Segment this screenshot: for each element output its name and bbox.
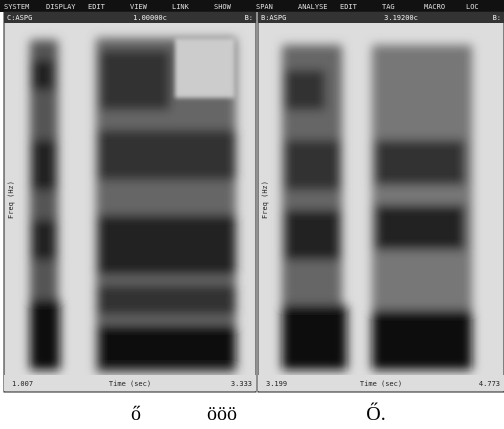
right-footer: [258, 375, 504, 391]
menu-item: DISPLAY: [46, 3, 76, 11]
menu: SYSTEM DISPLAY EDIT VIEW LINK SHOW SPAN ANALYSE…: [4, 3, 479, 11]
right-spectrogram: [282, 45, 472, 370]
x-end: 4.773: [479, 380, 500, 388]
panel-labels: C:ASPG 1.00000c B: Freq (Hz) 1.007 Time (sec)…: [7, 14, 501, 388]
menu-item: TAG: [382, 3, 395, 11]
x-start: 3.199: [266, 380, 287, 388]
x-end: 3.333: [231, 380, 252, 388]
file-name: C:ASPG: [7, 14, 32, 22]
right-header: [258, 12, 504, 23]
menu-bar: [0, 0, 504, 12]
menu-item: SHOW: [214, 3, 232, 11]
left-gap: [175, 38, 235, 98]
menu-item: VIEW: [130, 3, 148, 11]
y-axis-label: Freq (Hz): [7, 181, 15, 219]
left-header: [4, 12, 256, 23]
x-axis-label: Time (sec): [360, 380, 402, 388]
y-axis-label: Freq (Hz): [261, 181, 269, 219]
left-spectrogram: [30, 38, 236, 373]
cursor-time: 3.19200c: [384, 14, 418, 22]
menu-item: ANALYSE: [298, 3, 328, 11]
cursor-time: 1.00000c: [133, 14, 167, 22]
drive-flag: B:: [245, 14, 253, 22]
menu-item: LOC: [466, 3, 479, 11]
drive-flag: B:: [493, 14, 501, 22]
caption: Ő.: [366, 401, 385, 425]
menu-item: LINK: [172, 3, 190, 11]
menu-item: EDIT: [88, 3, 106, 11]
left-footer: [4, 375, 256, 391]
x-start: 1.007: [12, 380, 33, 388]
menu-item: SYSTEM: [4, 3, 29, 11]
caption: ööö: [207, 403, 237, 425]
menu-item: EDIT: [340, 3, 358, 11]
caption: ő: [131, 403, 141, 425]
menu-item: MACRO: [424, 3, 445, 11]
x-axis-label: Time (sec): [109, 380, 151, 388]
menu-item: SPAN: [256, 3, 273, 11]
file-name: B:ASPG: [261, 14, 286, 22]
